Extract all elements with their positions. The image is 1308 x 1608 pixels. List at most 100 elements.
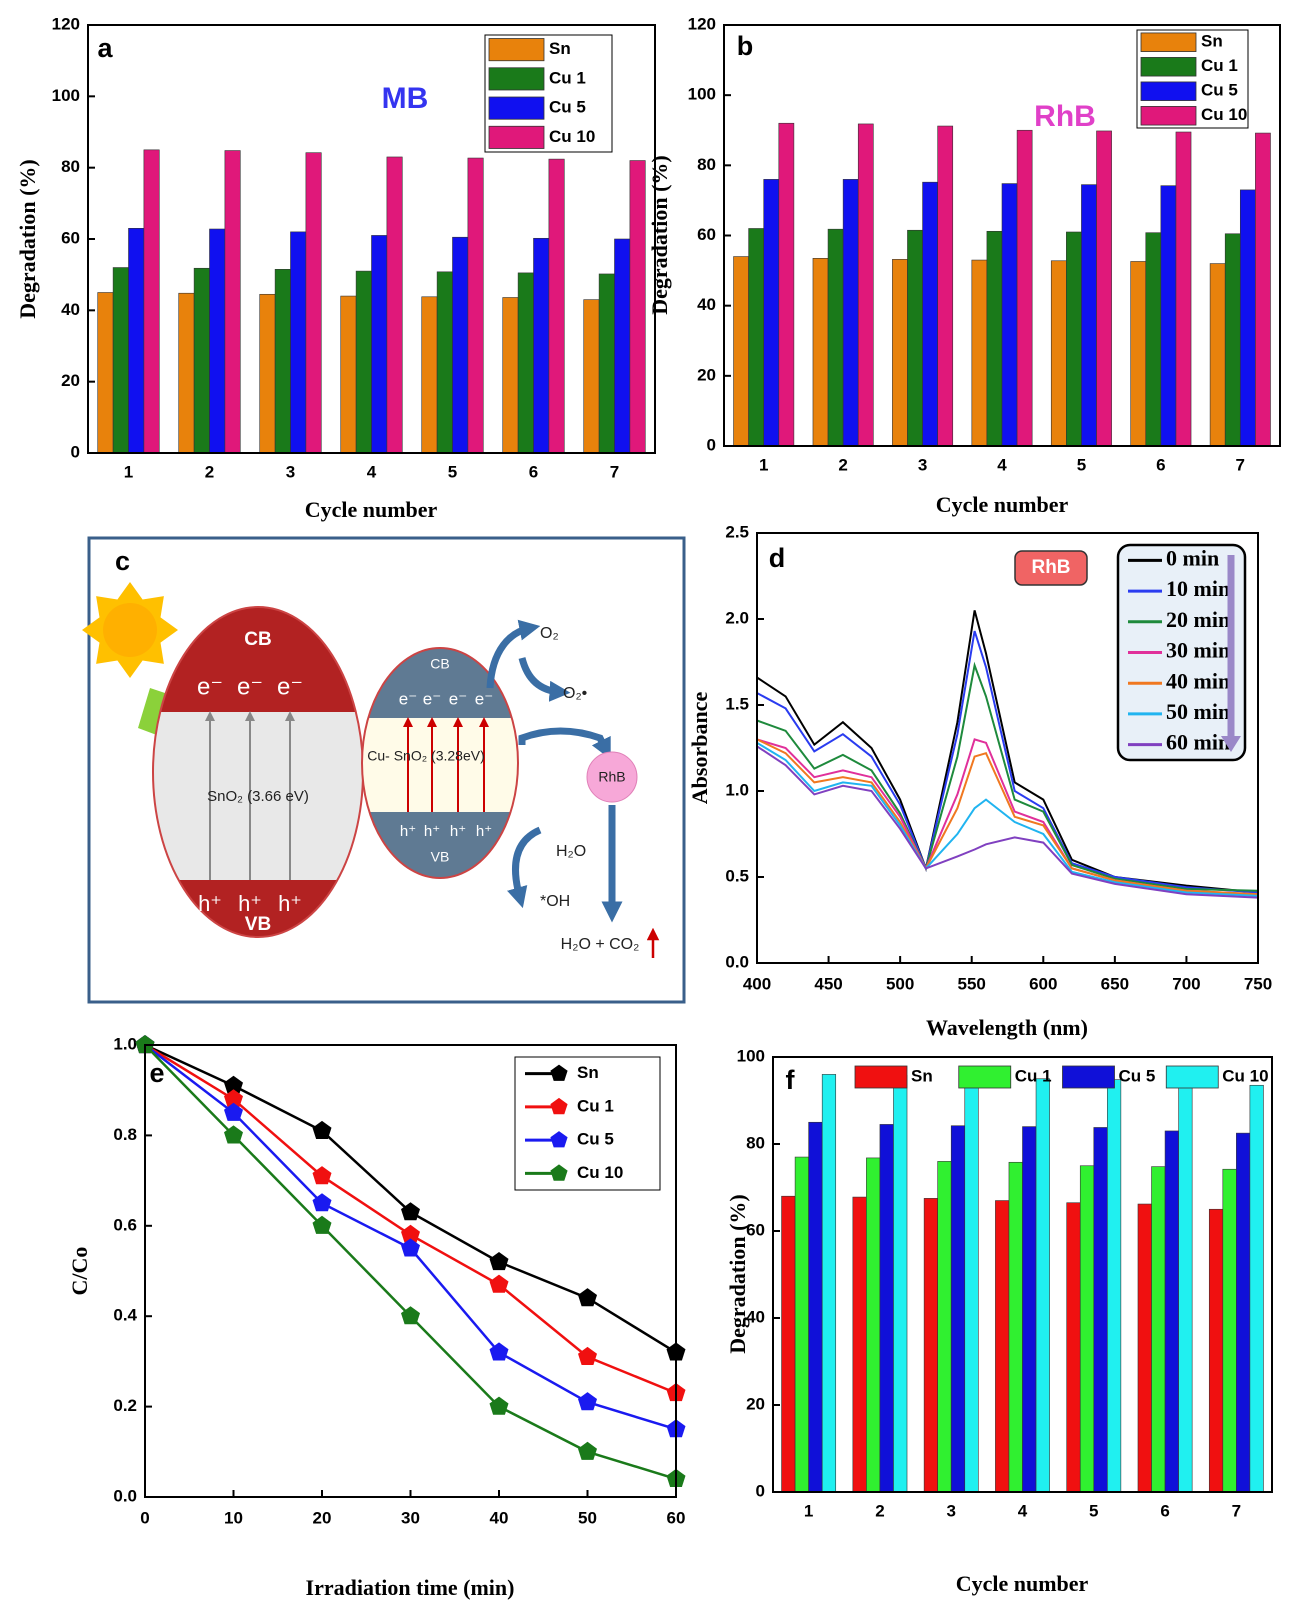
legend-swatch (1062, 1065, 1115, 1089)
sun (103, 603, 157, 657)
x-tick-label: 3 (918, 455, 927, 474)
chart-panel: 0.0 0.5 1.0 1.5 2.0 2.5 Absorbance Wavelength (… (687, 522, 1272, 1040)
bar (1151, 1166, 1166, 1493)
y-tick-label: 100 (52, 86, 80, 105)
bar (178, 292, 195, 454)
y-tick-label: 60 (697, 225, 716, 244)
panel-label: e (149, 1058, 164, 1088)
y-tick-label: 1.0 (725, 780, 749, 799)
electron: e⁻ (449, 689, 467, 708)
legend-label: Cu 5 (549, 98, 586, 117)
bar (1035, 1078, 1050, 1493)
y-tick-label: 80 (61, 157, 80, 176)
legend-swatch (1140, 32, 1197, 52)
legend-label: Sn (577, 1063, 599, 1082)
bar (209, 228, 226, 454)
legend-label: Sn (1201, 32, 1223, 51)
x-tick-label: 5 (448, 462, 457, 481)
panel-label: a (97, 33, 113, 63)
annotation: RhB (1034, 100, 1096, 133)
y-tick-label: 20 (746, 1394, 765, 1413)
legend-label: Cu 10 (549, 127, 595, 146)
band-label: VB (431, 849, 450, 865)
bar (1239, 189, 1256, 447)
x-tick-label: 7 (1236, 455, 1245, 474)
marker (312, 1215, 332, 1234)
legend-swatch (488, 96, 545, 120)
y-tick-label: 2.5 (725, 522, 749, 541)
series-line (756, 661, 1259, 892)
bar (842, 179, 859, 447)
superoxide: O₂• (563, 685, 587, 702)
x-tick-label: 6 (1160, 1501, 1169, 1520)
bar (502, 297, 519, 454)
marker (578, 1392, 597, 1411)
marker (224, 1102, 243, 1121)
x-axis-title: Irradiation time (min) (306, 1575, 515, 1600)
x-tick-label: 1 (759, 455, 768, 474)
legend-swatch (488, 125, 545, 149)
x-tick-label: 1 (124, 462, 133, 481)
y-tick-label: 0.8 (113, 1125, 137, 1144)
y-tick-label: 120 (52, 14, 80, 33)
bar (1081, 184, 1097, 447)
electron: e⁻ (197, 673, 223, 700)
bar (937, 125, 954, 447)
chart-panel: 0 20 40 60 80 100 Degradation (%) Cycle number 1… (725, 1046, 1273, 1596)
y-tick-label: 0.0 (725, 952, 749, 971)
annotation-badge (1014, 550, 1088, 586)
legend-swatch (854, 1065, 908, 1089)
bar (467, 157, 484, 454)
bar (452, 236, 469, 454)
hole: h⁺ (278, 891, 302, 916)
y-tick-label: 40 (746, 1307, 765, 1326)
hydroxyl: *OH (540, 893, 570, 910)
x-tick-label: 4 (367, 462, 377, 481)
legend-label: 50 min (1166, 699, 1230, 724)
legend-label: Cu 5 (1201, 81, 1238, 100)
panel-label: d (769, 543, 786, 573)
y-tick-label: 60 (61, 228, 80, 247)
legend-swatch (1140, 81, 1197, 101)
y-tick-label: 0.5 (725, 866, 749, 885)
bar (128, 228, 145, 454)
bar (1175, 131, 1192, 447)
bar (1096, 130, 1112, 447)
band-gap: SnO₂ (3.66 eV) (207, 788, 309, 805)
y-tick-label: 0 (707, 435, 716, 454)
bar (1208, 1208, 1224, 1493)
x-tick-label: 4 (1018, 1501, 1028, 1520)
electron: e⁻ (475, 689, 493, 708)
bar (892, 259, 908, 447)
bar (857, 123, 874, 447)
x-tick-label: 650 (1101, 974, 1129, 993)
bar (143, 149, 160, 454)
electron: e⁻ (399, 689, 417, 708)
y-tick-label: 20 (697, 365, 716, 384)
bar (964, 1076, 979, 1493)
series-line (756, 745, 1259, 899)
x-tick-label: 500 (886, 974, 914, 993)
x-axis-title: Wavelength (nm) (926, 1015, 1088, 1040)
legend-label: 20 min (1166, 607, 1230, 632)
x-tick-label: 50 (578, 1508, 597, 1527)
bar (1008, 1161, 1023, 1493)
y-tick-label: 1.0 (113, 1034, 137, 1053)
x-axis-title: Cycle number (956, 1571, 1089, 1596)
x-tick-label: 10 (224, 1508, 243, 1527)
bar (97, 292, 114, 454)
legend-label: Cu 1 (577, 1096, 614, 1115)
marker (312, 1166, 332, 1185)
x-axis-title: Cycle number (936, 492, 1069, 517)
hole: h⁺ (424, 823, 440, 840)
bar (1145, 232, 1162, 447)
bar (1209, 263, 1226, 447)
legend-label: Sn (911, 1066, 933, 1085)
legend-label: Cu 1 (549, 68, 586, 87)
x-tick-label: 400 (743, 974, 771, 993)
bar (193, 267, 210, 454)
panel-label: b (737, 31, 754, 61)
legend-swatch (958, 1065, 1012, 1089)
bar (1066, 1202, 1081, 1493)
